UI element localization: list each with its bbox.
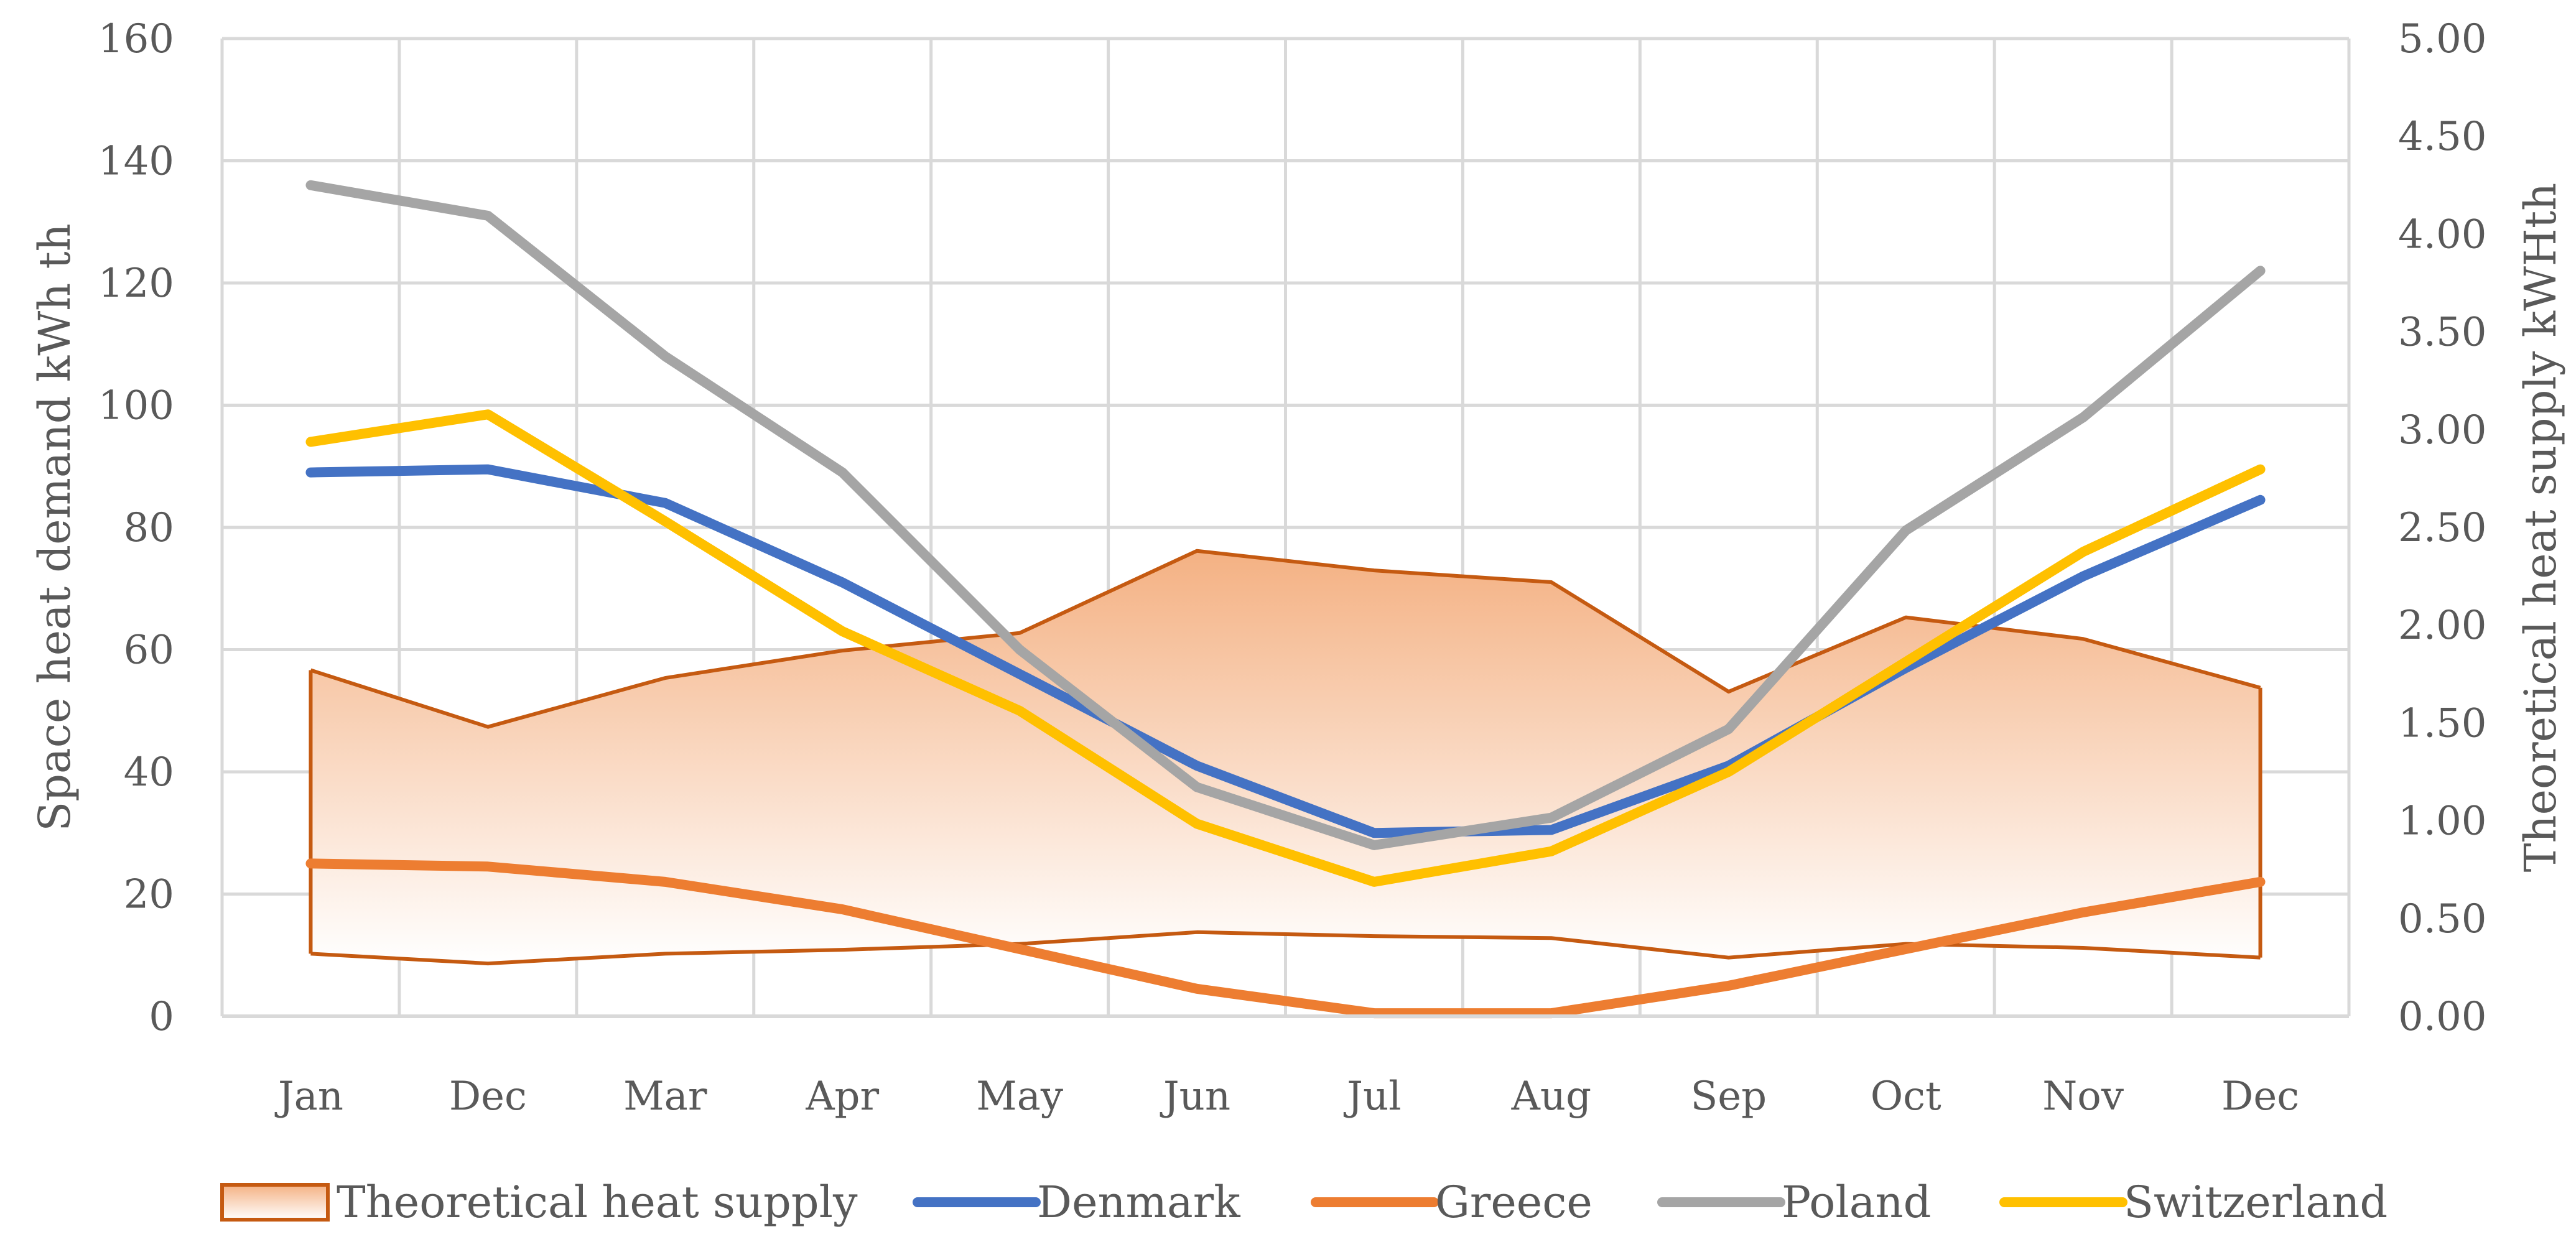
y-left-tick-label: 0 — [149, 994, 174, 1040]
y-right-tick-label: 0.00 — [2398, 994, 2487, 1040]
y-right-tick-label: 0.50 — [2398, 896, 2487, 942]
legend-label-poland: Poland — [1782, 1177, 1931, 1228]
y-left-tick-label: 20 — [124, 872, 174, 918]
y-right-tick-label: 3.50 — [2398, 310, 2487, 356]
x-tick-label: Aug — [1511, 1073, 1591, 1120]
y-right-tick-label: 2.50 — [2398, 505, 2487, 551]
x-tick-label: Jun — [1160, 1073, 1230, 1120]
axis-layer: Jan Dec Mar Apr May Jun Jul Aug Sep Oct Nov Dec 0 20 4… — [98, 16, 2487, 1120]
y-right-tick-label: 1.50 — [2398, 700, 2487, 746]
y-left-tick-label: 120 — [98, 261, 174, 307]
series-line-poland — [305, 180, 2266, 850]
x-tick-label: Dec — [2221, 1073, 2299, 1120]
legend-label-band: Theoretical heat supply — [337, 1177, 858, 1228]
legend: Theoretical heat supply Denmark Greece Pola… — [220, 1177, 2388, 1228]
y-right-tick-label: 3.00 — [2398, 407, 2487, 453]
y-axis-right-title: Theoretical heat supply kWHth — [2515, 183, 2566, 872]
band-area-theoretical-heat-supply — [310, 550, 2261, 964]
band-layer — [309, 549, 2262, 966]
y-right-tick-label: 2.00 — [2398, 603, 2487, 649]
y-right-tick-label: 4.50 — [2398, 114, 2487, 160]
legend-label-greece: Greece — [1435, 1177, 1593, 1228]
y-axis-left-title: Space heat demand kWh th — [29, 223, 80, 831]
y-right-tick-label: 4.00 — [2398, 211, 2487, 257]
x-tick-label: May — [976, 1073, 1063, 1120]
y-left-tick-label: 40 — [124, 749, 174, 795]
series-line-greece — [305, 858, 2266, 1019]
series-layer — [305, 180, 2266, 1019]
x-tick-label: Oct — [1871, 1073, 1941, 1120]
x-tick-label: Mar — [623, 1073, 707, 1120]
y-left-tick-label: 160 — [98, 16, 174, 62]
x-tick-label: Dec — [449, 1073, 527, 1120]
series-line-switzerland — [305, 409, 2266, 887]
x-tick-label: Nov — [2042, 1073, 2124, 1120]
legend-swatch-band — [220, 1183, 330, 1222]
x-tick-label: Jan — [274, 1073, 343, 1120]
y-left-tick-label: 60 — [124, 628, 174, 674]
x-tick-label: Apr — [805, 1073, 879, 1120]
legend-label-switzerland: Switzerland — [2124, 1177, 2388, 1228]
y-left-tick-label: 140 — [98, 139, 174, 185]
band-upper-edge — [310, 549, 2261, 729]
x-tick-label: Sep — [1690, 1073, 1767, 1120]
y-right-tick-label: 1.00 — [2398, 799, 2487, 845]
x-tick-label: Jul — [1343, 1073, 1401, 1120]
y-left-tick-label: 80 — [124, 505, 174, 551]
series-line-denmark — [305, 464, 2266, 838]
y-left-tick-label: 100 — [98, 383, 174, 429]
y-right-tick-label: 5.00 — [2398, 16, 2487, 62]
legend-label-denmark: Denmark — [1037, 1177, 1240, 1228]
